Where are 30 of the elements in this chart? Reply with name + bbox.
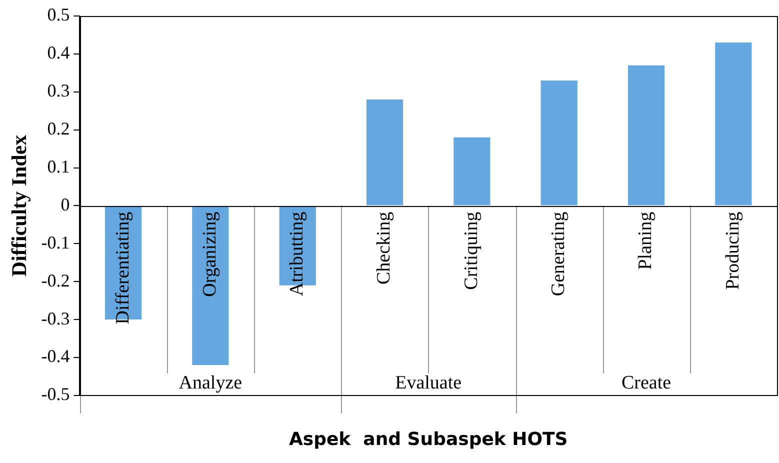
x-tick-label: Producing [722, 211, 744, 290]
bar [366, 99, 404, 206]
y-tick-label: -0.1 [41, 232, 70, 252]
x-tick-label: Atributting [286, 211, 308, 296]
x-tick-label: Critiquing [460, 211, 482, 290]
x-tick-label: Planing [635, 211, 656, 270]
x-tick-label: Generating [548, 211, 570, 296]
x-tick-label: Organizing [199, 211, 220, 297]
y-tick-label: 0 [60, 194, 70, 214]
bar [192, 206, 229, 366]
bar [540, 80, 578, 206]
bar [454, 137, 490, 206]
y-tick-label: -0.4 [41, 346, 70, 366]
y-axis-title: Difficulty Index [7, 134, 32, 277]
y-tick-label: 0.1 [47, 156, 70, 176]
bar [715, 42, 752, 206]
y-tick-label: 0.2 [47, 118, 70, 139]
y-tick-label: -0.2 [41, 270, 70, 290]
annotation: Create [621, 372, 672, 394]
bar [628, 65, 665, 206]
y-tick-label: -0.3 [41, 308, 70, 328]
y-tick-label: 0.3 [47, 80, 70, 101]
x-tick-label: Checking [374, 211, 395, 285]
y-tick-label: 0.4 [47, 42, 70, 63]
annotation: Evaluate [395, 372, 462, 394]
y-tick-label: 0.5 [47, 4, 70, 25]
x-axis-title: Aspek and Subaspek HOTS [288, 428, 568, 450]
x-tick-label: Differentiating [112, 211, 134, 324]
annotation: Analyze [178, 372, 242, 394]
y-tick-label: -0.5 [41, 384, 70, 404]
